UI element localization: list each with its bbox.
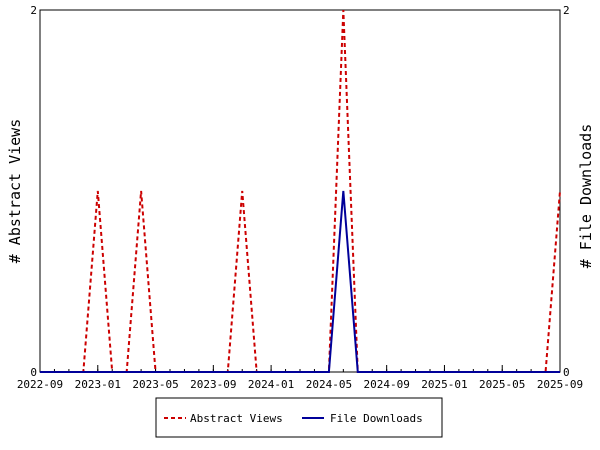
axis-labels: # Abstract Views # File Downloads — [6, 119, 595, 269]
legend-label-abstract-views: Abstract Views — [190, 412, 283, 425]
series-line-file-downloads — [40, 190, 560, 373]
x-tick-label: 2023-05 — [132, 378, 178, 391]
x-tick-label: 2024-09 — [363, 378, 409, 391]
right-y-axis-title: # File Downloads — [577, 124, 595, 269]
axis-ticks: 2022-09 2023-01 2023-05 2023-09 2024-01 2024-… — [17, 4, 583, 391]
y-left-tick-label: 0 — [30, 366, 37, 379]
x-tick-label: 2024-01 — [248, 378, 294, 391]
y-left-tick-label: 2 — [30, 4, 37, 17]
x-tick-label: 2022-09 — [17, 378, 63, 391]
left-y-axis-title: # Abstract Views — [6, 119, 24, 264]
legend-label-file-downloads: File Downloads — [330, 412, 423, 425]
legend: Abstract Views File Downloads — [155, 397, 443, 438]
x-tick-label: 2025-05 — [479, 378, 525, 391]
x-tick-label: 2025-09 — [537, 378, 583, 391]
legend-box — [155, 397, 443, 438]
plot-border — [39, 9, 561, 373]
x-tick-label: 2025-01 — [421, 378, 467, 391]
x-tick-label: 2023-01 — [75, 378, 121, 391]
series-lines — [40, 9, 561, 373]
y-right-tick-label: 0 — [563, 366, 570, 379]
y-right-tick-label: 2 — [563, 4, 570, 17]
x-tick-label: 2023-09 — [190, 378, 236, 391]
series-line-abstract-views — [40, 9, 561, 373]
plot-area — [39, 9, 561, 373]
x-tick-label: 2024-05 — [306, 378, 352, 391]
